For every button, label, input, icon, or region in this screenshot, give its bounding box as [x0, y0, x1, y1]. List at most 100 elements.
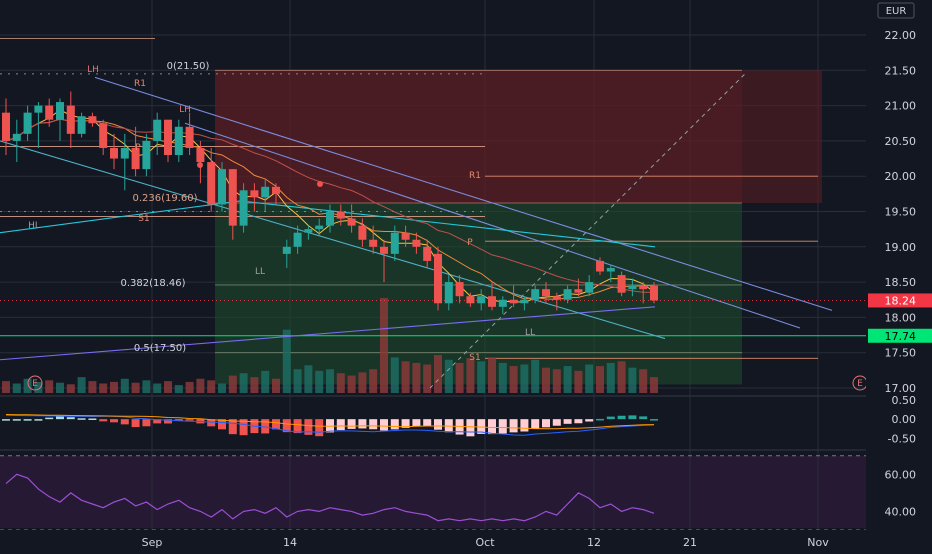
- macd-histogram-bar: [142, 419, 151, 427]
- volume-bar: [250, 377, 259, 393]
- volume-bar: [639, 369, 648, 393]
- rsi-line: [5, 473, 655, 522]
- fib-label-0: 0(21.50): [167, 61, 210, 72]
- candles[interactable]: [2, 91, 658, 314]
- volume-bar: [369, 369, 378, 393]
- time-axis: Sep 14 Oct 12 21 Nov: [0, 530, 932, 550]
- macd-histogram-bar: [563, 419, 572, 424]
- macd-histogram-bar: [304, 419, 313, 435]
- volume-bar: [628, 367, 637, 393]
- trend-line: [184, 122, 801, 329]
- last-price-tag: 18.24: [885, 294, 917, 307]
- time-tick-label: 21: [683, 536, 697, 549]
- volume-bar: [45, 380, 54, 393]
- candle: [66, 91, 75, 148]
- candle-body: [66, 105, 75, 134]
- candle-body: [99, 123, 108, 148]
- candle: [380, 239, 388, 283]
- candle: [347, 204, 356, 233]
- volume-bar: [542, 367, 550, 393]
- macd-histogram-bar: [552, 419, 561, 426]
- volume-bar: [596, 366, 604, 393]
- trend-line: [0, 306, 656, 361]
- candle-body: [423, 246, 432, 261]
- price-tick-label: 19.50: [885, 206, 917, 219]
- fib-label-0382: 0.382(18.46): [120, 278, 185, 289]
- candle: [56, 98, 64, 141]
- macd-histogram-bar: [336, 419, 345, 431]
- candle: [88, 112, 97, 127]
- candle-body: [585, 282, 594, 293]
- macd-histogram-bar: [185, 419, 194, 421]
- fib-zone-upper-ext: [742, 70, 822, 204]
- candle: [110, 133, 118, 170]
- macd-histogram-bar: [77, 418, 86, 420]
- currency-label[interactable]: EUR: [886, 6, 907, 17]
- volume-bar: [142, 380, 151, 393]
- volume-bar: [261, 370, 270, 393]
- candle-body: [358, 225, 367, 240]
- macd-histogram-bar: [272, 419, 280, 430]
- volume-bar: [66, 384, 75, 393]
- rsi-band: [0, 456, 866, 528]
- candle: [272, 183, 280, 205]
- macd-histogram-bar: [131, 419, 140, 428]
- candle-body: [606, 267, 615, 272]
- time-tick-label: Sep: [142, 536, 163, 549]
- volume-bars: [2, 298, 658, 393]
- volume-bar: [110, 381, 118, 393]
- macd-histogram-bar: [488, 419, 496, 435]
- candle-body: [380, 246, 388, 254]
- candle-body: [369, 239, 378, 247]
- macd-histogram-bar: [207, 419, 216, 427]
- candle-body: [574, 289, 583, 293]
- support-level-tag-bg: [868, 328, 932, 343]
- candle-body: [282, 246, 291, 254]
- volume-bar: [347, 375, 356, 393]
- volume-bar: [88, 381, 97, 393]
- fib-diagonal: [429, 73, 746, 389]
- candle-body: [185, 126, 194, 148]
- pivot-label-s1: S1: [469, 353, 480, 363]
- candle: [164, 119, 172, 163]
- candle-body: [2, 112, 10, 141]
- candle: [228, 169, 237, 240]
- volume-bar: [120, 378, 129, 393]
- candle-body: [326, 211, 334, 226]
- volume-bar: [509, 366, 518, 393]
- candle: [282, 239, 291, 268]
- volume-bar: [207, 380, 216, 393]
- candle: [617, 271, 626, 297]
- macd-histogram-bar: [639, 416, 648, 420]
- candle-body: [174, 126, 183, 156]
- candle: [131, 126, 140, 177]
- candle-body: [498, 299, 507, 307]
- volume-bar: [34, 381, 43, 393]
- volume-bar: [293, 369, 302, 393]
- volume-bar: [185, 381, 194, 393]
- candle-body: [434, 253, 442, 304]
- candle-body: [563, 289, 572, 300]
- support-level-tag: 17.74: [885, 330, 917, 343]
- time-tick-label: Oct: [475, 536, 495, 549]
- candle: [34, 102, 43, 148]
- candle-body: [336, 211, 345, 219]
- trend-line: [0, 140, 666, 340]
- macd-histogram-bar: [315, 419, 324, 437]
- earnings-marker-label: E: [857, 379, 863, 389]
- earnings-marker-label: E: [32, 379, 38, 389]
- candle-body: [23, 112, 32, 134]
- time-axis-bg: [0, 530, 932, 550]
- price-tick-label: 21.50: [885, 64, 917, 77]
- macd-pane[interactable]: [2, 414, 658, 437]
- candle-body: [56, 102, 64, 120]
- macd-histogram-bar: [120, 419, 129, 425]
- volume-bar: [282, 329, 291, 393]
- macd-histogram-bar: [239, 419, 248, 436]
- candle-body: [488, 296, 496, 307]
- volume-bar: [315, 370, 324, 393]
- candle-body: [293, 232, 302, 247]
- macd-histogram-bar: [401, 419, 410, 428]
